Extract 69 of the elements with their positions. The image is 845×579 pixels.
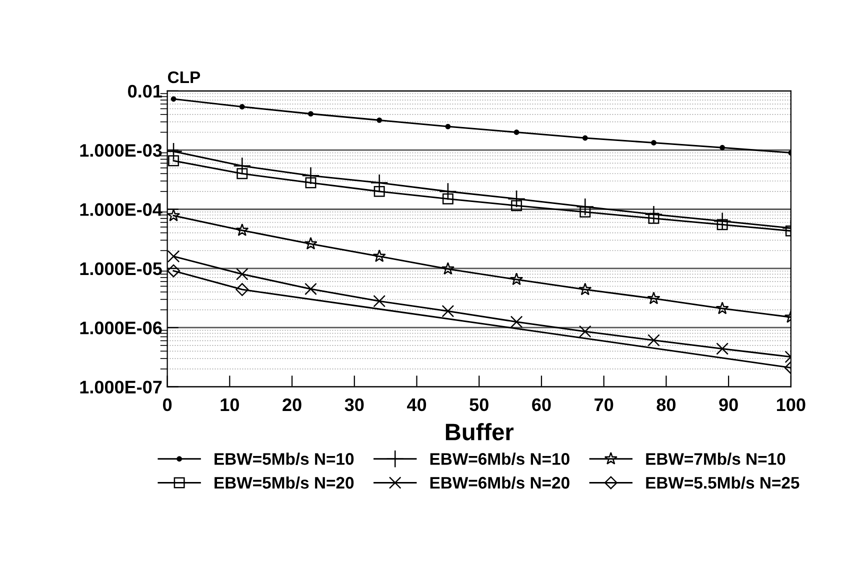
- point: [442, 304, 454, 318]
- point: [647, 292, 660, 304]
- point: [578, 325, 592, 338]
- legend-label: EBW=5.5Mb/s N=25: [646, 476, 800, 489]
- point: [374, 186, 385, 197]
- point: [236, 223, 249, 236]
- legend-label: EBW=7Mb/s N=10: [646, 452, 786, 466]
- x-tick-label: 80: [656, 398, 676, 412]
- point: [445, 124, 451, 130]
- point: [508, 190, 526, 208]
- point: [168, 155, 180, 166]
- y-tick-label: 1.000E-03: [80, 144, 162, 157]
- x-tick-label: 70: [594, 398, 614, 412]
- point: [644, 205, 663, 224]
- x-tick-label: 90: [719, 398, 738, 412]
- point: [441, 262, 455, 275]
- point: [167, 250, 180, 263]
- legend-label: EBW=5Mb/s N=10: [214, 452, 354, 466]
- y-axis-title: CLP: [168, 71, 200, 84]
- point: [648, 212, 660, 224]
- point: [720, 144, 726, 150]
- point: [716, 219, 728, 230]
- point: [239, 104, 245, 110]
- point: [373, 294, 386, 308]
- point: [370, 174, 388, 192]
- y-tick-label: 0.01: [128, 84, 162, 98]
- x-tick-label: 50: [470, 398, 488, 412]
- x-tick-label: 20: [282, 398, 302, 412]
- point: [376, 117, 382, 123]
- point: [236, 168, 248, 180]
- point: [236, 268, 248, 280]
- x-tick-label: 40: [406, 398, 426, 412]
- point: [651, 140, 656, 146]
- point: [510, 272, 524, 286]
- point: [713, 212, 732, 230]
- point: [170, 96, 176, 102]
- y-tick-label: 1.000E-04: [80, 203, 162, 216]
- legend-label: EBW=6Mb/s N=20: [430, 476, 570, 489]
- point: [716, 302, 729, 314]
- point: [514, 130, 520, 135]
- point: [302, 166, 320, 185]
- point: [305, 177, 316, 188]
- point: [580, 206, 591, 218]
- legend-label: EBW=5Mb/s N=20: [214, 476, 354, 489]
- point: [233, 156, 252, 175]
- point: [578, 282, 592, 296]
- legend-label: EBW=6Mb/s N=10: [430, 452, 570, 466]
- point: [372, 249, 386, 262]
- y-tick-label: 1.000E-05: [80, 262, 162, 276]
- point: [308, 111, 314, 117]
- y-tick-label: 1.000E-06: [80, 322, 162, 334]
- x-tick-label: 60: [532, 398, 551, 412]
- x-tick-label: 0: [163, 398, 172, 412]
- x-tick-label: 100: [776, 398, 806, 412]
- point: [304, 282, 317, 296]
- x-tick-label: 30: [344, 398, 364, 412]
- point: [648, 334, 660, 346]
- point: [304, 236, 318, 250]
- point: [442, 193, 454, 204]
- point: [716, 342, 729, 355]
- point: [236, 283, 249, 296]
- point: [576, 198, 594, 216]
- point: [582, 135, 588, 141]
- x-tick-label: 10: [220, 398, 239, 412]
- y-tick-label: 1.000E-07: [80, 380, 162, 394]
- point: [510, 316, 523, 328]
- point: [438, 182, 457, 200]
- x-axis-title: Buffer: [446, 423, 514, 440]
- point: [511, 200, 522, 212]
